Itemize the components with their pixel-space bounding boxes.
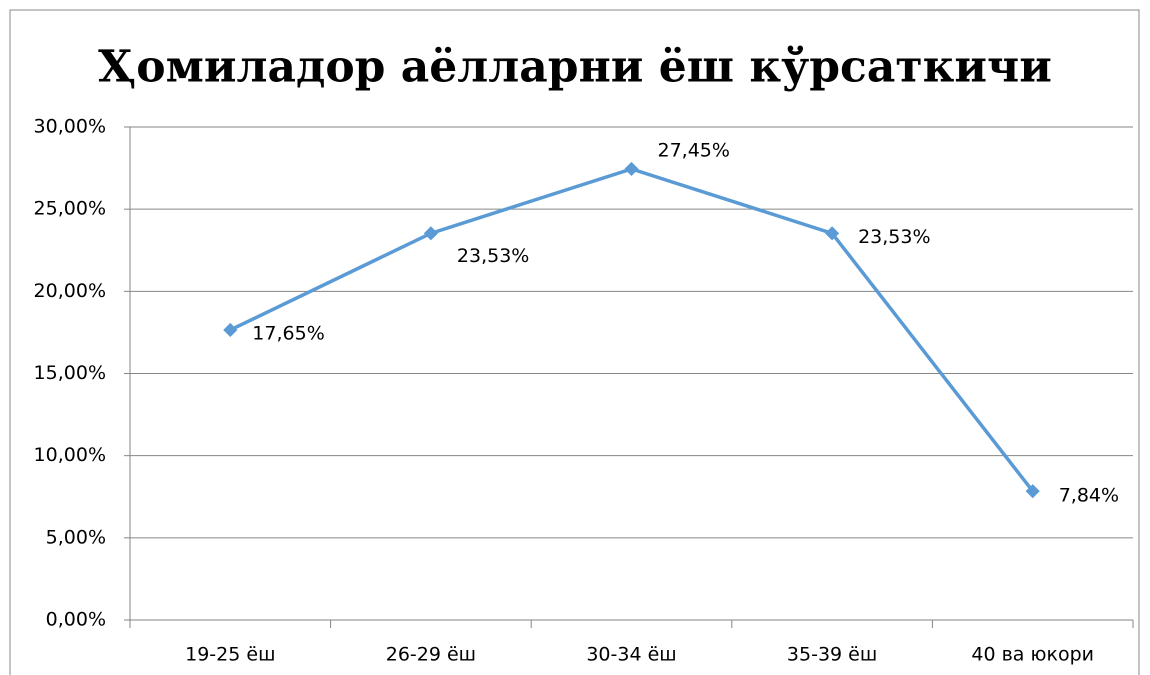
data-label: 7,84% — [1059, 485, 1119, 507]
y-tick-label: 0,00% — [46, 609, 106, 631]
marker — [423, 226, 438, 241]
chart-frame — [9, 9, 1140, 675]
data-label: 23,53% — [858, 226, 930, 248]
x-tick-label: 35-39 ёш — [787, 644, 877, 666]
marker — [1025, 484, 1040, 499]
marker — [624, 161, 639, 176]
x-tick-label: 30-34 ёш — [586, 644, 676, 666]
x-tick-label: 26-29 ёш — [386, 644, 476, 666]
data-label: 27,45% — [658, 139, 730, 161]
y-tick-label: 20,00% — [34, 280, 106, 302]
line — [229, 167, 1035, 493]
y-tick-label: 5,00% — [46, 526, 106, 548]
y-tick-label: 15,00% — [34, 362, 106, 384]
data-label: 23,53% — [457, 245, 529, 267]
y-tick-label: 30,00% — [34, 116, 106, 138]
x-tick-label: 40 ва юкори — [971, 644, 1094, 666]
marker — [825, 226, 840, 241]
marker — [223, 322, 238, 338]
y-tick-label: 10,00% — [34, 444, 106, 466]
chart-title: Ҳомиладор аёлларни ёш кўрсаткичи — [98, 42, 1052, 93]
x-tick-label: 19-25 ёш — [185, 644, 275, 666]
y-tick-label: 25,00% — [34, 198, 106, 220]
data-label: 17,65% — [252, 322, 324, 344]
